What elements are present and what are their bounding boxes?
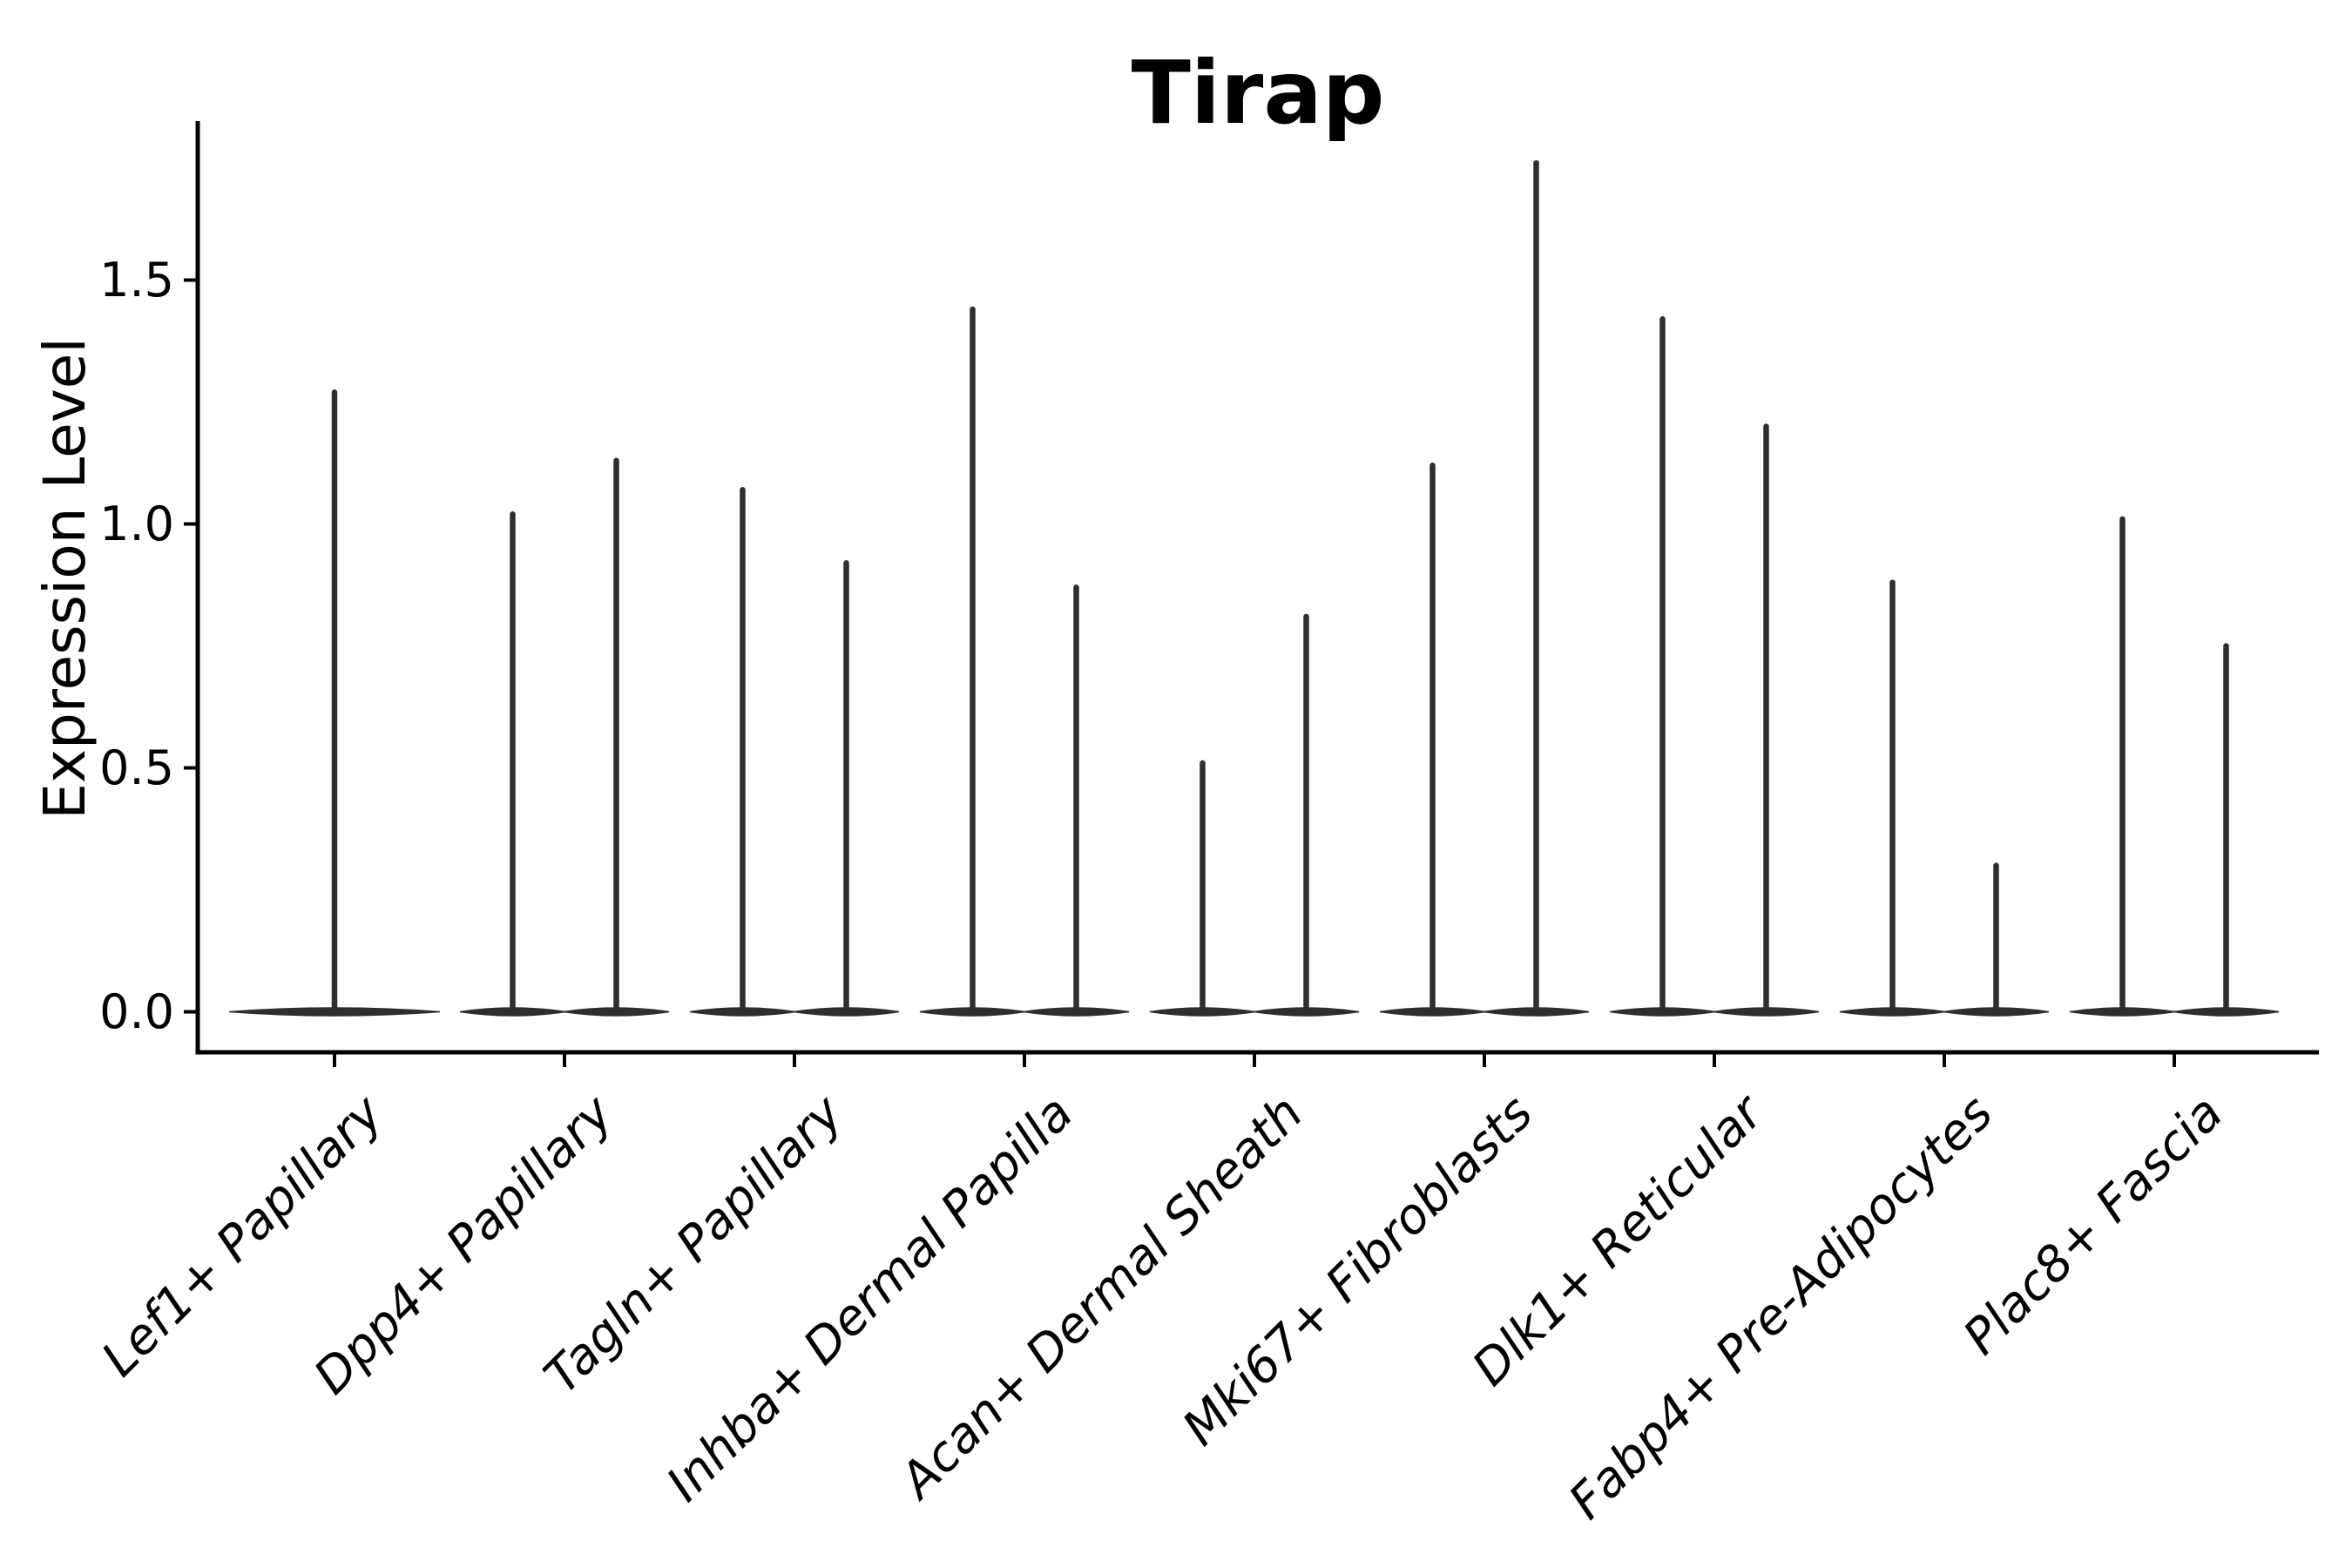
y-tick-label: 1.5 — [99, 252, 174, 308]
x-tick-mark — [1253, 1054, 1256, 1067]
y-tick-mark — [184, 766, 198, 770]
x-axis-spine — [195, 1050, 2319, 1055]
x-tick-mark — [793, 1054, 796, 1067]
chart-title: Tirap — [1131, 42, 1385, 144]
y-tick-mark — [184, 1010, 198, 1014]
x-tick-mark — [1943, 1054, 1946, 1067]
y-tick-label: 0.5 — [99, 740, 174, 795]
x-tick-mark — [1483, 1054, 1486, 1067]
x-tick-mark — [2173, 1054, 2176, 1067]
x-tick-mark — [1713, 1054, 1716, 1067]
y-tick-mark — [184, 278, 198, 282]
y-axis-spine — [195, 121, 200, 1055]
y-tick-label: 0.0 — [99, 983, 174, 1039]
y-tick-mark — [184, 522, 198, 526]
x-tick-mark — [1023, 1054, 1026, 1067]
x-tick-mark — [563, 1054, 566, 1067]
x-tick-mark — [333, 1054, 336, 1067]
y-tick-label: 1.0 — [99, 496, 174, 551]
